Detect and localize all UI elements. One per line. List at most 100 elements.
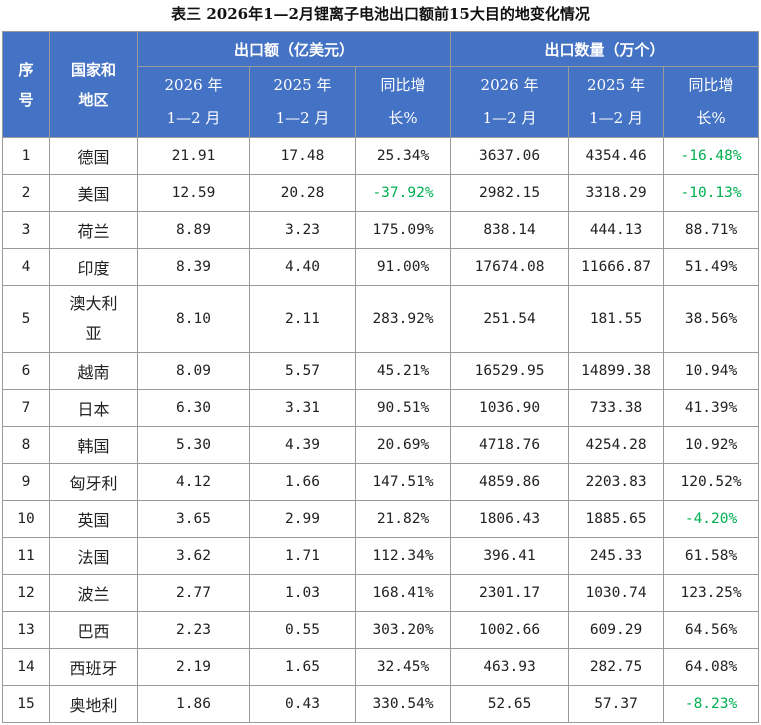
row-seq: 2 — [2, 174, 50, 212]
table-row: 1 德国 21.91 17.48 25.34% 3637.06 4354.46 -16.48% — [2, 137, 760, 175]
row-qty-yoy: -8.23% — [663, 685, 760, 723]
header-country: 国家和 地区 — [49, 31, 138, 138]
row-seq: 6 — [2, 352, 50, 390]
row-qty-yoy: 10.92% — [663, 426, 760, 464]
row-country: 法国 — [49, 537, 138, 575]
row-qty-2026: 396.41 — [450, 537, 570, 575]
row-qty-yoy: 64.08% — [663, 648, 760, 686]
header-qty-2026: 2026 年 1—2 月 — [450, 66, 570, 138]
row-qty-yoy: 10.94% — [663, 352, 760, 390]
table-title: 表三 2026年1—2月锂离子电池出口额前15大目的地变化情况 — [171, 5, 590, 23]
row-value-yoy: 283.92% — [354, 285, 452, 353]
table-row: 3 荷兰 8.89 3.23 175.09% 838.14 444.13 88.71% — [2, 211, 760, 249]
row-value-2025: 1.66 — [249, 463, 356, 501]
row-qty-2025: 11666.87 — [568, 248, 665, 286]
row-country: 德国 — [49, 137, 138, 175]
table-row: 5 澳大利亚 8.10 2.11 283.92% 251.54 181.55 38.56% — [2, 285, 760, 353]
table-row: 2 美国 12.59 20.28 -37.92% 2982.15 3318.29 -10.13… — [2, 174, 760, 212]
row-qty-2026: 4718.76 — [450, 426, 570, 464]
row-qty-2026: 463.93 — [450, 648, 570, 686]
row-qty-2025: 444.13 — [568, 211, 665, 249]
row-country: 西班牙 — [49, 648, 138, 686]
header-export-quantity: 出口数量（万个） — [450, 31, 760, 67]
row-value-yoy: 147.51% — [354, 463, 452, 501]
export-table: 序 号 国家和 地区 出口额（亿美元） 出口数量（万个） 2026 年 1—2 月… — [2, 31, 760, 723]
table-row: 15 奥地利 1.86 0.43 330.54% 52.65 57.37 -8.23% — [2, 685, 760, 723]
row-seq: 11 — [2, 537, 50, 575]
row-qty-2025: 1030.74 — [568, 574, 665, 612]
row-seq: 9 — [2, 463, 50, 501]
row-qty-2025: 4354.46 — [568, 137, 665, 175]
row-qty-2025: 282.75 — [568, 648, 665, 686]
row-value-yoy: 168.41% — [354, 574, 452, 612]
row-value-yoy: 32.45% — [354, 648, 452, 686]
header-value-2025: 2025 年 1—2 月 — [249, 66, 356, 138]
row-value-2025: 4.39 — [249, 426, 356, 464]
row-qty-2026: 2301.17 — [450, 574, 570, 612]
row-country: 韩国 — [49, 426, 138, 464]
row-value-2026: 3.65 — [137, 500, 250, 538]
table-row: 14 西班牙 2.19 1.65 32.45% 463.93 282.75 64.08% — [2, 648, 760, 686]
row-value-2026: 12.59 — [137, 174, 250, 212]
row-country: 波兰 — [49, 574, 138, 612]
row-qty-2025: 1885.65 — [568, 500, 665, 538]
row-value-2025: 2.99 — [249, 500, 356, 538]
row-qty-2026: 1036.90 — [450, 389, 570, 427]
row-seq: 14 — [2, 648, 50, 686]
row-country: 澳大利亚 — [49, 285, 138, 353]
row-qty-yoy: 120.52% — [663, 463, 760, 501]
row-country: 匈牙利 — [49, 463, 138, 501]
row-seq: 5 — [2, 285, 50, 353]
row-value-2025: 3.23 — [249, 211, 356, 249]
row-value-2026: 5.30 — [137, 426, 250, 464]
row-qty-2025: 733.38 — [568, 389, 665, 427]
row-seq: 4 — [2, 248, 50, 286]
row-country: 英国 — [49, 500, 138, 538]
row-qty-2026: 52.65 — [450, 685, 570, 723]
row-value-2026: 6.30 — [137, 389, 250, 427]
row-qty-2026: 4859.86 — [450, 463, 570, 501]
row-value-2025: 5.57 — [249, 352, 356, 390]
row-value-2026: 3.62 — [137, 537, 250, 575]
row-country: 美国 — [49, 174, 138, 212]
row-value-2026: 8.10 — [137, 285, 250, 353]
row-qty-2025: 609.29 — [568, 611, 665, 649]
row-seq: 7 — [2, 389, 50, 427]
row-value-yoy: 45.21% — [354, 352, 452, 390]
row-qty-yoy: -10.13% — [663, 174, 760, 212]
table-row: 11 法国 3.62 1.71 112.34% 396.41 245.33 61.58% — [2, 537, 760, 575]
table-row: 6 越南 8.09 5.57 45.21% 16529.95 14899.38 10.94% — [2, 352, 760, 390]
row-qty-yoy: 61.58% — [663, 537, 760, 575]
row-value-yoy: 91.00% — [354, 248, 452, 286]
row-qty-2025: 4254.28 — [568, 426, 665, 464]
header-value-2026: 2026 年 1—2 月 — [137, 66, 250, 138]
row-value-2025: 1.71 — [249, 537, 356, 575]
row-value-yoy: 330.54% — [354, 685, 452, 723]
row-seq: 15 — [2, 685, 50, 723]
table-row: 13 巴西 2.23 0.55 303.20% 1002.66 609.29 64.56% — [2, 611, 760, 649]
row-value-2025: 20.28 — [249, 174, 356, 212]
row-value-yoy: 112.34% — [354, 537, 452, 575]
row-qty-2026: 2982.15 — [450, 174, 570, 212]
row-seq: 1 — [2, 137, 50, 175]
row-qty-2026: 1806.43 — [450, 500, 570, 538]
row-country: 巴西 — [49, 611, 138, 649]
row-qty-2026: 251.54 — [450, 285, 570, 353]
row-qty-2026: 1002.66 — [450, 611, 570, 649]
row-qty-2025: 57.37 — [568, 685, 665, 723]
row-value-2025: 3.31 — [249, 389, 356, 427]
row-value-2026: 1.86 — [137, 685, 250, 723]
row-country: 越南 — [49, 352, 138, 390]
row-qty-2025: 181.55 — [568, 285, 665, 353]
row-value-2025: 0.43 — [249, 685, 356, 723]
row-country: 奥地利 — [49, 685, 138, 723]
row-qty-yoy: 38.56% — [663, 285, 760, 353]
header-value-yoy: 同比增 长% — [354, 66, 452, 138]
row-value-2026: 4.12 — [137, 463, 250, 501]
row-qty-2025: 245.33 — [568, 537, 665, 575]
row-seq: 12 — [2, 574, 50, 612]
header-qty-2025: 2025 年 1—2 月 — [568, 66, 665, 138]
row-qty-yoy: 41.39% — [663, 389, 760, 427]
row-value-2025: 0.55 — [249, 611, 356, 649]
row-qty-2026: 17674.08 — [450, 248, 570, 286]
